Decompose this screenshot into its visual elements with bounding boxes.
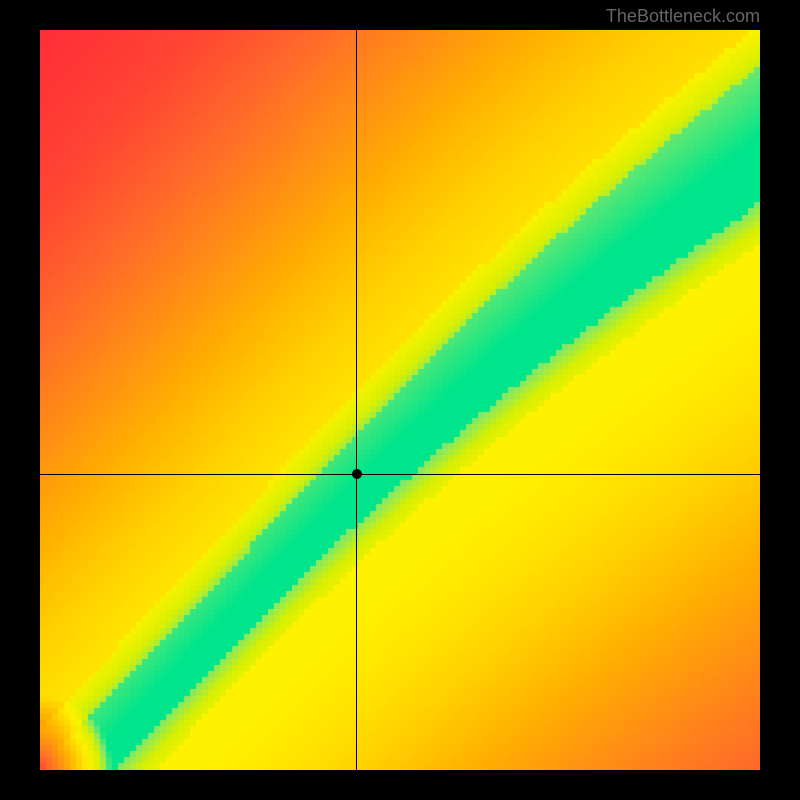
chart-outer-frame: TheBottleneck.com (0, 0, 800, 800)
crosshair-vertical (356, 30, 357, 770)
heatmap-canvas (40, 30, 760, 770)
plot-frame (40, 30, 760, 770)
crosshair-horizontal (40, 474, 760, 475)
watermark-text: TheBottleneck.com (606, 6, 760, 27)
crosshair-marker-dot (352, 469, 362, 479)
